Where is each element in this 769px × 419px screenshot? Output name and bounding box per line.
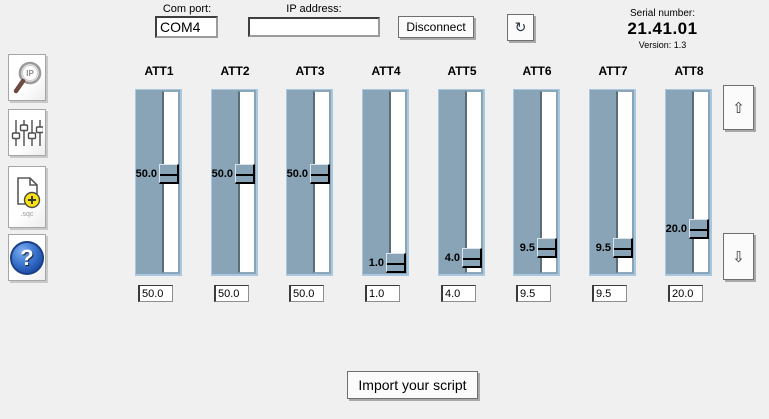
att-value-bubble: 9.5 [519,242,535,254]
att-slider-thumb[interactable] [537,238,557,258]
att-slider-track[interactable] [616,91,632,273]
att-label: ATT2 [220,64,250,78]
question-mark-icon: ? [10,240,44,275]
att-slider-panel: 50.0 [135,89,182,276]
document-plus-icon [17,177,41,209]
att-column-4: ATT4 1.0 [362,60,410,306]
att-slider-panel: 1.0 [362,89,409,276]
att-label: ATT6 [522,64,552,78]
up-arrow-icon: ⇧ [732,99,745,117]
att-slider-panel: 20.0 [665,89,712,276]
att-column-6: ATT6 9.5 [513,60,561,306]
att-label: ATT1 [144,64,174,78]
attenuator-sliders-section: ATT150.0ATT250.0ATT350.0ATT41.0ATT54.0AT… [135,60,713,306]
search-ip-button[interactable]: IP [8,54,46,101]
att-value-bubble: 50.0 [135,168,157,180]
att-slider-panel: 9.5 [589,89,636,276]
att-slider-thumb[interactable] [689,219,709,239]
att-slider-track[interactable] [465,91,481,273]
thumb-grip-line [387,263,404,265]
serial-number-value: 21.41.01 [627,19,698,38]
att-column-5: ATT5 4.0 [438,60,486,306]
att-value-bubble: 50.0 [286,168,308,180]
levels-button[interactable] [8,109,46,156]
att-value-bubble: 4.0 [444,252,460,264]
thumb-grip-line [538,248,555,250]
att-slider-thumb[interactable] [310,164,330,184]
att-column-8: ATT8 20.0 [665,60,713,306]
serial-number-label: Serial number: [629,8,696,19]
att-value-input[interactable] [289,285,324,302]
disconnect-button[interactable]: Disconnect [398,16,474,38]
att-label: ATT5 [447,64,477,78]
att-value-input[interactable] [214,285,249,302]
att-slider-panel: 50.0 [286,89,333,276]
step-up-button[interactable]: ⇧ [723,85,754,130]
down-arrow-icon: ⇩ [732,248,745,266]
att-value-bubble: 20.0 [665,223,687,235]
att-slider-panel: 50.0 [211,89,258,276]
thumb-grip-line [311,174,328,176]
com-port-label: Com port: [162,3,212,15]
faders-icon [11,119,43,146]
ip-address-label: IP address: [286,3,342,15]
att-value-input[interactable] [365,285,400,302]
att-slider-thumb[interactable] [613,238,633,258]
script-extension-label: .sqc [20,211,34,218]
att-column-2: ATT2 50.0 [211,60,259,306]
att-value-bubble: 50.0 [211,168,233,180]
att-value-bubble: 9.5 [595,242,611,254]
att-slider-thumb[interactable] [386,253,406,273]
magnifier-ip-icon: IP [13,61,42,93]
att-slider-panel: 9.5 [513,89,560,276]
att-label: ATT3 [295,64,325,78]
add-script-button[interactable]: .sqc [8,166,46,228]
thumb-grip-line [160,174,177,176]
att-column-3: ATT3 50.0 [286,60,334,306]
thumb-grip-line [690,229,707,231]
att-value-input[interactable] [592,285,627,302]
att-column-7: ATT7 9.5 [589,60,637,306]
att-slider-thumb[interactable] [235,164,255,184]
ip-address-input[interactable] [248,17,380,37]
att-slider-track[interactable] [692,91,708,273]
refresh-button[interactable]: ↻ [507,14,534,41]
att-label: ATT8 [674,64,704,78]
svg-text:IP: IP [26,69,34,78]
att-slider-thumb[interactable] [462,248,482,268]
serial-info: Serial number: 21.41.01 Version: 1.3 [610,8,715,50]
att-value-input[interactable] [441,285,476,302]
att-value-bubble: 1.0 [368,257,384,269]
refresh-icon: ↻ [514,19,527,35]
thumb-grip-line [463,258,480,260]
com-port-input[interactable] [155,16,218,38]
step-down-button[interactable]: ⇩ [723,233,754,280]
att-label: ATT4 [371,64,401,78]
thumb-grip-line [236,174,253,176]
att-column-1: ATT1 50.0 [135,60,183,306]
att-value-input[interactable] [516,285,551,302]
att-label: ATT7 [598,64,628,78]
att-slider-track[interactable] [389,91,405,273]
help-button[interactable]: ? [8,234,46,281]
att-slider-track[interactable] [540,91,556,273]
att-value-input[interactable] [668,285,703,302]
thumb-grip-line [614,248,631,250]
version-label: Version: 1.3 [638,40,687,50]
att-slider-thumb[interactable] [159,164,179,184]
att-value-input[interactable] [138,285,173,302]
att-slider-panel: 4.0 [438,89,485,276]
import-script-button[interactable]: Import your script [347,371,478,399]
